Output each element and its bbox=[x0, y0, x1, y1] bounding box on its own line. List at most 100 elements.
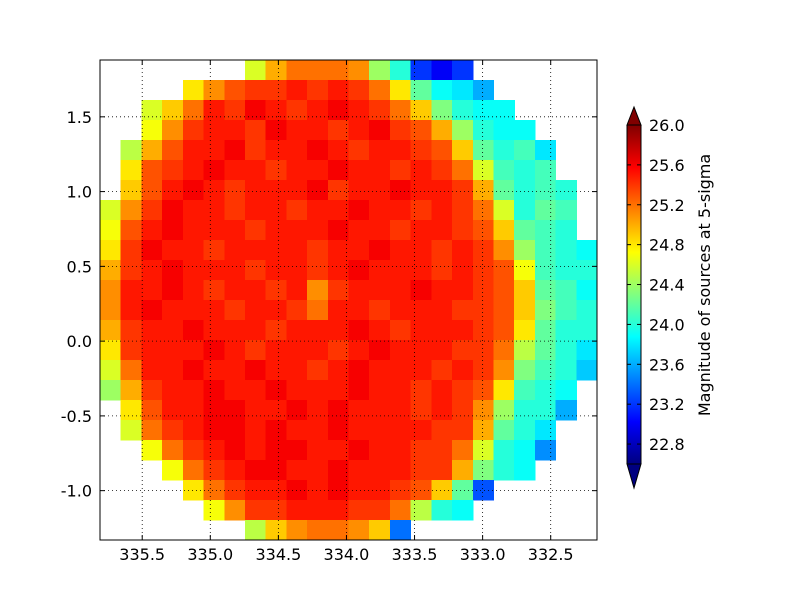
heat-cell bbox=[534, 240, 557, 261]
heat-cell bbox=[369, 500, 391, 521]
plot-frame bbox=[99, 59, 598, 541]
heat-cell bbox=[389, 360, 412, 381]
heat-cell bbox=[244, 120, 267, 141]
heat-cell bbox=[265, 200, 287, 221]
heat-cell bbox=[327, 100, 350, 121]
heat-cell bbox=[162, 100, 184, 121]
heat-cell bbox=[307, 60, 329, 81]
heat-cell bbox=[203, 400, 225, 421]
heat-cell bbox=[410, 340, 432, 361]
heat-cell bbox=[244, 320, 267, 341]
heat-cell bbox=[182, 380, 205, 401]
heat-cell bbox=[141, 120, 163, 141]
heat-cell bbox=[348, 340, 370, 361]
heat-cell bbox=[286, 140, 308, 161]
heat-cell bbox=[514, 440, 536, 461]
heat-cell bbox=[100, 220, 122, 241]
heat-cell bbox=[286, 520, 308, 541]
heat-cell bbox=[203, 120, 225, 141]
heat-cell bbox=[514, 360, 536, 381]
heat-cell bbox=[472, 480, 495, 501]
heat-cell bbox=[514, 340, 536, 361]
heat-cell bbox=[182, 320, 205, 341]
heat-cell bbox=[534, 180, 557, 201]
heat-cell bbox=[224, 360, 246, 381]
heat-cell bbox=[141, 200, 163, 221]
heat-cell bbox=[410, 260, 432, 281]
heat-cell bbox=[389, 220, 412, 241]
heat-cell bbox=[265, 80, 287, 101]
heat-cell bbox=[265, 400, 287, 421]
x-tick-label: 333.0 bbox=[460, 545, 506, 564]
heat-cell bbox=[203, 480, 225, 501]
heat-cell bbox=[224, 240, 246, 261]
heat-cell bbox=[307, 200, 329, 221]
heat-cell bbox=[182, 140, 205, 161]
heat-cell bbox=[369, 260, 391, 281]
heat-cell bbox=[348, 120, 370, 141]
heat-cell bbox=[162, 140, 184, 161]
heat-cell bbox=[431, 360, 453, 381]
heat-cell bbox=[555, 400, 577, 421]
heat-cell bbox=[141, 260, 163, 281]
heat-cell bbox=[141, 280, 163, 301]
heat-cell bbox=[141, 240, 163, 261]
heat-cell bbox=[182, 260, 205, 281]
heat-cell bbox=[307, 340, 329, 361]
heat-cell bbox=[389, 440, 412, 461]
heat-cell bbox=[348, 240, 370, 261]
heat-cell bbox=[514, 380, 536, 401]
heat-cell bbox=[265, 140, 287, 161]
heat-cell bbox=[307, 260, 329, 281]
heat-cell bbox=[369, 120, 391, 141]
heat-cell bbox=[244, 400, 267, 421]
heat-cell bbox=[348, 60, 370, 81]
heat-cell bbox=[100, 280, 122, 301]
heat-cell bbox=[100, 380, 122, 401]
heat-cell bbox=[244, 260, 267, 281]
heat-cell bbox=[472, 260, 495, 281]
heat-cell bbox=[307, 120, 329, 141]
heat-cell bbox=[389, 320, 412, 341]
heat-cell bbox=[452, 120, 474, 141]
heat-cell bbox=[203, 100, 225, 121]
heat-cell bbox=[265, 520, 287, 541]
heat-cell bbox=[141, 320, 163, 341]
heat-cell bbox=[141, 440, 163, 461]
heat-cell bbox=[162, 360, 184, 381]
heat-cell bbox=[244, 420, 267, 441]
heat-cell bbox=[224, 400, 246, 421]
heat-cell bbox=[265, 420, 287, 441]
heat-cell bbox=[244, 520, 267, 541]
heat-cell bbox=[120, 260, 143, 281]
heat-cell bbox=[576, 280, 598, 301]
colorbar-tick-label: 24.4 bbox=[649, 276, 685, 295]
heat-cell bbox=[348, 320, 370, 341]
heat-cell bbox=[369, 340, 391, 361]
heat-cell bbox=[182, 200, 205, 221]
heat-cell bbox=[431, 400, 453, 421]
heat-cell bbox=[244, 60, 267, 81]
heat-cell bbox=[120, 420, 143, 441]
heat-cell bbox=[431, 460, 453, 481]
heat-cell bbox=[369, 320, 391, 341]
heat-cell bbox=[120, 240, 143, 261]
heat-cell bbox=[244, 200, 267, 221]
heat-cell bbox=[472, 320, 495, 341]
heat-cell bbox=[410, 380, 432, 401]
heat-cell bbox=[452, 460, 474, 481]
heat-cell bbox=[472, 200, 495, 221]
heat-cell bbox=[534, 320, 557, 341]
heat-cell bbox=[162, 280, 184, 301]
heat-cell bbox=[348, 400, 370, 421]
heat-cell bbox=[431, 260, 453, 281]
heat-cell bbox=[327, 180, 350, 201]
heat-cell bbox=[162, 340, 184, 361]
heat-cell bbox=[514, 140, 536, 161]
heat-cell bbox=[162, 240, 184, 261]
heat-cell bbox=[286, 360, 308, 381]
heat-cell bbox=[514, 220, 536, 241]
heat-cell bbox=[389, 240, 412, 261]
heat-cell bbox=[244, 280, 267, 301]
heat-cell bbox=[369, 100, 391, 121]
